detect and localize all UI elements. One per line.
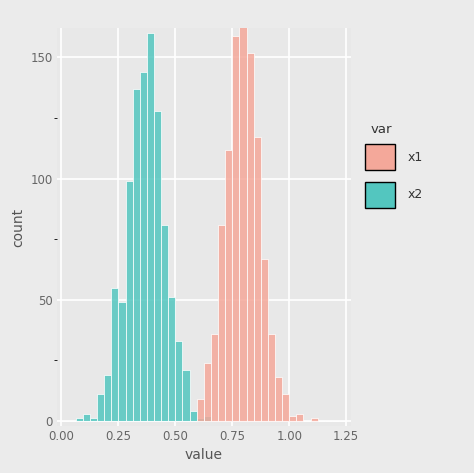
- Bar: [254, 137, 261, 421]
- Bar: [289, 416, 296, 421]
- Bar: [97, 394, 104, 421]
- Bar: [204, 363, 211, 421]
- FancyBboxPatch shape: [365, 182, 395, 208]
- Bar: [126, 181, 133, 421]
- Bar: [218, 225, 225, 421]
- Bar: [197, 419, 204, 421]
- Bar: [239, 4, 246, 421]
- Bar: [261, 259, 268, 421]
- Bar: [147, 33, 154, 421]
- Bar: [182, 370, 190, 421]
- FancyBboxPatch shape: [365, 144, 395, 170]
- Text: x2: x2: [407, 188, 422, 201]
- Bar: [111, 288, 118, 421]
- Bar: [83, 413, 90, 421]
- Bar: [168, 298, 175, 421]
- Bar: [90, 419, 97, 421]
- Bar: [296, 413, 303, 421]
- Bar: [161, 225, 168, 421]
- Text: var: var: [371, 123, 392, 136]
- Bar: [275, 377, 282, 421]
- Bar: [211, 333, 218, 421]
- Bar: [154, 111, 161, 421]
- Bar: [133, 89, 140, 421]
- Bar: [225, 149, 232, 421]
- Y-axis label: count: count: [11, 208, 25, 246]
- Bar: [282, 394, 289, 421]
- Bar: [268, 333, 275, 421]
- X-axis label: value: value: [185, 448, 223, 463]
- Bar: [104, 375, 111, 421]
- Bar: [197, 399, 204, 421]
- Bar: [175, 341, 182, 421]
- Bar: [232, 35, 239, 421]
- Bar: [76, 419, 83, 421]
- Text: x1: x1: [407, 150, 422, 164]
- Bar: [204, 416, 211, 421]
- Bar: [118, 302, 126, 421]
- Bar: [310, 419, 318, 421]
- Bar: [140, 72, 147, 421]
- Bar: [190, 411, 197, 421]
- Bar: [246, 53, 254, 421]
